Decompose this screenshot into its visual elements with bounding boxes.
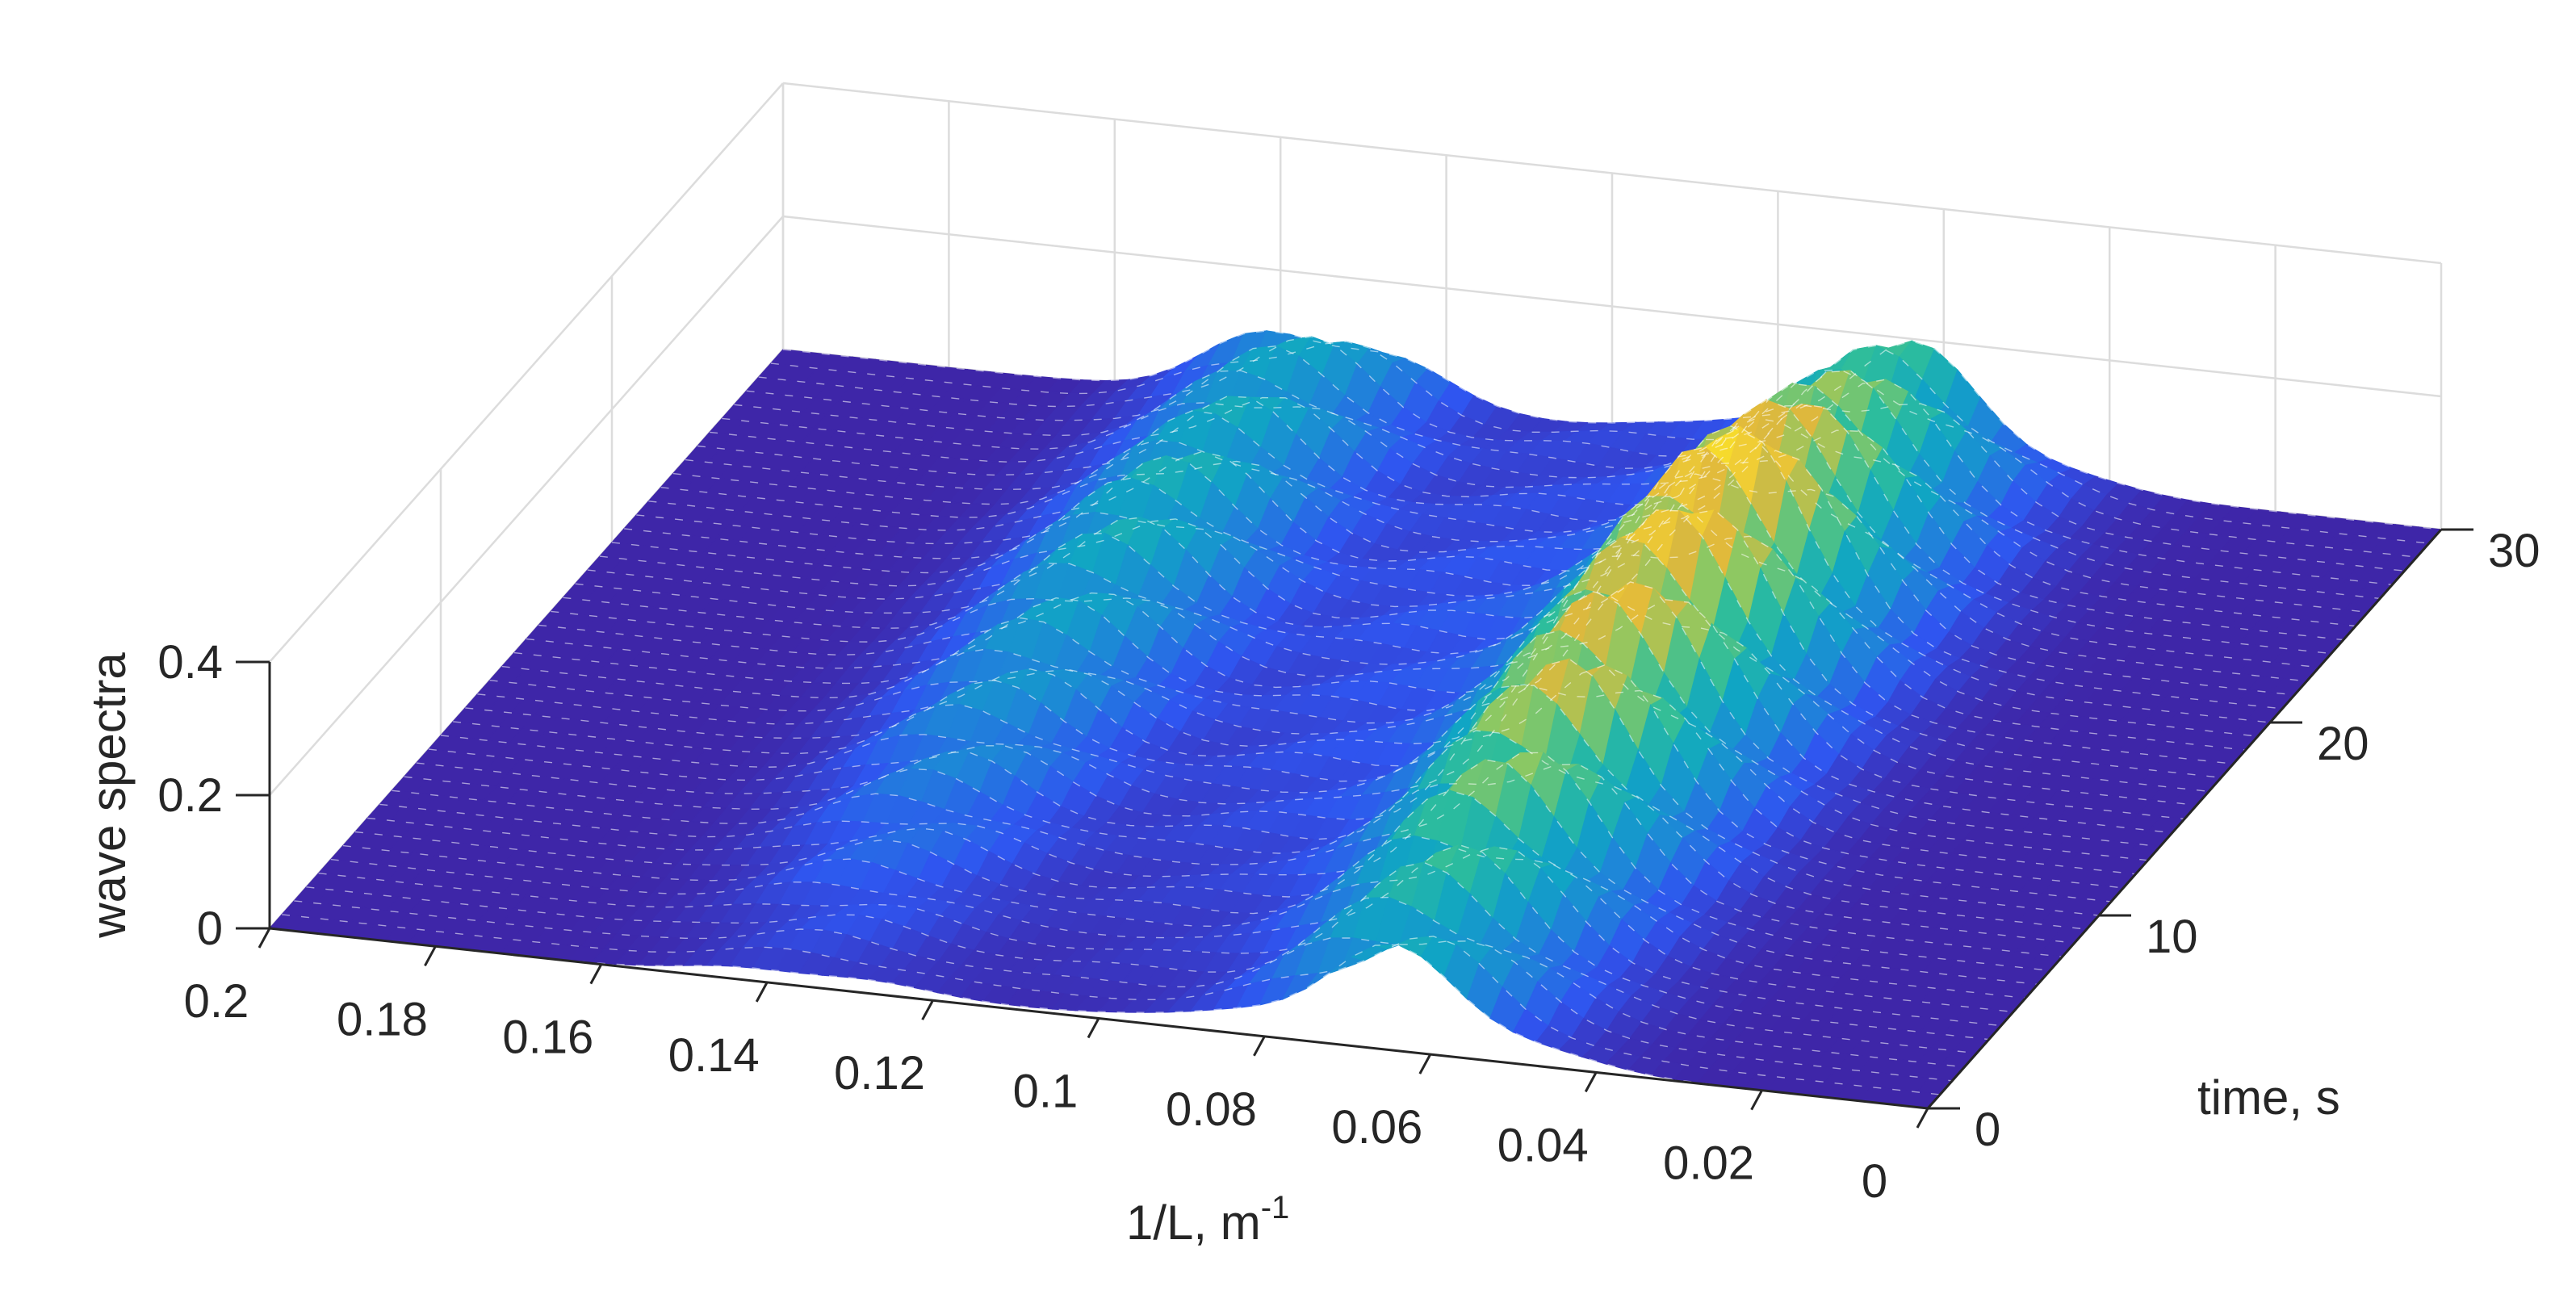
surface-mesh-line (379, 759, 2038, 986)
surface-mesh-line (782, 330, 2442, 530)
surface-mesh-line (367, 789, 2026, 999)
surface-mesh-line (758, 336, 2417, 558)
z-axis-title: wave spectra (82, 652, 136, 939)
surface-mesh-line (551, 509, 2209, 793)
z-tick-label-2: 0.4 (157, 636, 223, 689)
surface-mesh-line (624, 450, 2283, 710)
surface-mesh-line (526, 589, 2185, 820)
surface-mesh-line (294, 900, 1953, 1082)
surface-mesh-line (330, 844, 1989, 1041)
surface-mesh-line (685, 410, 2344, 641)
x-tick-label-7: 0.06 (1331, 1101, 1422, 1154)
axis-tick-labels: 0.2 0.18 0.16 0.14 0.12 0.1 0.08 0.06 0.04 0.02 0 0… (157, 525, 2540, 1208)
x-tick-label-5: 0.1 (1013, 1066, 1079, 1118)
surface-mesh-line (477, 630, 2136, 875)
x-tick-4 (921, 999, 934, 1020)
surface-mesh-line (318, 861, 1977, 1054)
surface-mesh-line (599, 446, 2258, 737)
x-tick-7 (1418, 1053, 1432, 1074)
x-tick-0 (258, 928, 271, 949)
surface-mesh-line (354, 831, 2014, 1013)
axis-ticks (236, 528, 2473, 1129)
x-tick-10 (1916, 1108, 1929, 1129)
x-tick-label-6: 0.08 (1166, 1083, 1257, 1136)
surface-mesh-line (710, 383, 2369, 614)
x-tick-8 (1584, 1071, 1598, 1093)
grid-line-side-z-2 (269, 82, 784, 663)
surface-mesh-line (538, 537, 2197, 806)
surface-mesh-line (404, 764, 2063, 957)
surface-mesh-line (282, 914, 1941, 1095)
surface-mesh-line (392, 752, 2050, 971)
grid-line-side-z-1 (269, 216, 784, 796)
z-tick-label-1: 0.2 (157, 769, 223, 822)
surface-mesh-line (587, 496, 2246, 751)
z-tick-label-0: 0 (197, 903, 223, 955)
surface-mesh-line (660, 399, 2319, 668)
x-tick-label-2: 0.16 (502, 1011, 593, 1064)
surface-mesh-line (306, 886, 1965, 1068)
x-tick-label-10: 0 (1862, 1155, 1887, 1208)
surface-mesh-line (746, 345, 2405, 572)
x-tick-2 (589, 963, 603, 985)
x-tick-5 (1087, 1017, 1100, 1039)
x-tick-label-4: 0.12 (834, 1047, 925, 1099)
x-axis-line (269, 927, 1929, 1110)
x-tick-1 (424, 945, 437, 967)
x-axis-title-exponent: -1 (1261, 1190, 1290, 1225)
surface-mesh-line (648, 425, 2307, 682)
surface-mesh-line (575, 532, 2234, 764)
surface-mesh (268, 330, 2443, 1109)
x-tick-label-0: 0.2 (184, 975, 249, 1028)
surface-mesh-line (489, 591, 2148, 861)
x-axis-title-main: 1/L, m (1126, 1196, 1261, 1250)
surface-mesh-line (453, 664, 2112, 903)
surface-mesh-line (465, 680, 2124, 889)
surface-mesh-line (513, 599, 2172, 834)
y-tick-label-2: 20 (2317, 718, 2369, 770)
surface-mesh-line (734, 370, 2393, 585)
grid-line-back-z-1 (782, 215, 2442, 398)
x-tick-label-1: 0.18 (337, 993, 428, 1045)
y-tick-label-0: 0 (1975, 1104, 2000, 1156)
surface-mesh-line (563, 509, 2222, 778)
surface-mesh-line (342, 844, 2001, 1027)
surface-mesh-line (636, 455, 2295, 696)
x-tick-label-9: 0.02 (1663, 1137, 1754, 1190)
surface-mesh-line (416, 730, 2075, 944)
surface-mesh-line (611, 426, 2271, 723)
x-tick-6 (1253, 1036, 1266, 1057)
surface-mesh-line (440, 658, 2100, 916)
surface-mesh-line (501, 581, 2160, 848)
x-tick-3 (755, 982, 769, 1003)
x-tick-9 (1750, 1089, 1763, 1111)
y-tick-label-3: 30 (2488, 525, 2540, 577)
surface-mesh-line (697, 396, 2356, 627)
x-axis-title: 1/L, m-1 (1126, 1190, 1289, 1250)
grid-line-back-z-2 (782, 82, 2442, 265)
y-axis-title: time, s (2197, 1070, 2340, 1125)
surface-mesh-line (770, 341, 2429, 544)
surface-mesh-line (722, 370, 2381, 600)
y-tick-label-1: 10 (2146, 911, 2198, 963)
surface-mesh-line (672, 403, 2331, 655)
surface-mesh-line (428, 685, 2087, 930)
x-tick-label-8: 0.04 (1497, 1119, 1589, 1171)
x-tick-label-3: 0.14 (668, 1029, 760, 1082)
y-axis-line (1926, 529, 2443, 1109)
